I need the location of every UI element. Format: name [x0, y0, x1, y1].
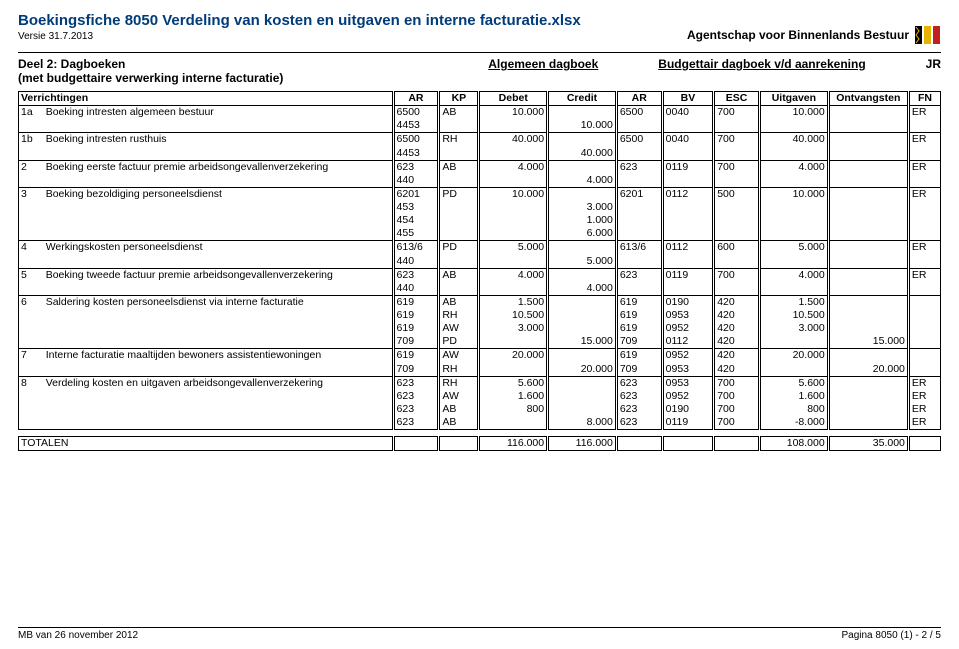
col-bv: BV [662, 92, 714, 106]
page-footer: MB van 26 november 2012 Pagina 8050 (1) … [18, 627, 941, 641]
table-row: 4556.000 [19, 227, 941, 241]
agency-label: Agentschap voor Binnenlands Bestuur [687, 28, 909, 42]
table-row: 4541.000 [19, 214, 941, 227]
section-right: Budgettair dagboek v/d aanrekening [658, 57, 865, 71]
table-row: 619AW3.00061909524203.000 [19, 322, 941, 335]
section-left-1: Deel 2: Dagboeken [18, 57, 283, 71]
col-ar2: AR [616, 92, 662, 106]
table-row: 1bBoeking intresten rusthuis6500RH40.000… [19, 133, 941, 147]
table-row: 623AW1.60062309527001.600ER [19, 390, 941, 403]
divider [18, 52, 941, 53]
table-row: 4533.000 [19, 201, 941, 214]
table-row: 5Boeking tweede factuur premie arbeidson… [19, 268, 941, 282]
table-row: 1aBoeking intresten algemeen bestuur6500… [19, 106, 941, 120]
table-row: 709PD15.000709011242015.000 [19, 335, 941, 349]
footer-right: Pagina 8050 (1) - 2 / 5 [841, 630, 941, 641]
totals-row: TOTALEN116.000116.000108.00035.000 [19, 437, 941, 451]
agency-logo-icon [915, 24, 941, 46]
table-row: 3Boeking bezoldiging personeelsdienst620… [19, 187, 941, 201]
section-jr: JR [926, 57, 941, 71]
doc-title: Boekingsfiche 8050 Verdeling van kosten … [18, 12, 581, 29]
section-header: Deel 2: Dagboeken (met budgettaire verwe… [18, 57, 941, 85]
table-row: 4404.000 [19, 174, 941, 188]
table-row: 8Verdeling kosten en uitgaven arbeidsong… [19, 376, 941, 390]
doc-version: Versie 31.7.2013 [18, 31, 581, 42]
table-row: 4405.000 [19, 255, 941, 269]
table-row: 709RH20.000709095342020.000 [19, 363, 941, 377]
section-mid: Algemeen dagboek [488, 57, 598, 71]
table-row: 445340.000 [19, 147, 941, 161]
table-row: 623AB8006230190700800ER [19, 403, 941, 416]
col-esc: ESC [714, 92, 760, 106]
col-ontvangsten: Ontvangsten [828, 92, 908, 106]
table-row: 623AB8.0006230119700-8.000ER [19, 416, 941, 430]
footer-left: MB van 26 november 2012 [18, 630, 138, 641]
page-header: Boekingsfiche 8050 Verdeling van kosten … [18, 12, 941, 46]
table-row: 4404.000 [19, 282, 941, 296]
col-credit: Credit [548, 92, 617, 106]
table-row: 6Saldering kosten personeelsdienst via i… [19, 295, 941, 309]
col-uitgaven: Uitgaven [760, 92, 829, 106]
col-ar1: AR [393, 92, 439, 106]
table-row: 4Werkingskosten personeelsdienst613/6PD5… [19, 241, 941, 255]
table-header-row: Verrichtingen AR KP Debet Credit AR BV E… [19, 92, 941, 106]
ledger-table: Verrichtingen AR KP Debet Credit AR BV E… [18, 91, 941, 451]
table-row: 7Interne facturatie maaltijden bewoners … [19, 349, 941, 363]
col-kp: KP [439, 92, 479, 106]
col-fn: FN [908, 92, 940, 106]
col-debet: Debet [479, 92, 548, 106]
table-row: 445310.000 [19, 119, 941, 133]
section-left-2: (met budgettaire verwerking interne fact… [18, 71, 283, 85]
col-verrichtingen: Verrichtingen [19, 92, 394, 106]
table-row: 619RH10.500619095342010.500 [19, 309, 941, 322]
table-row: 2Boeking eerste factuur premie arbeidson… [19, 160, 941, 174]
